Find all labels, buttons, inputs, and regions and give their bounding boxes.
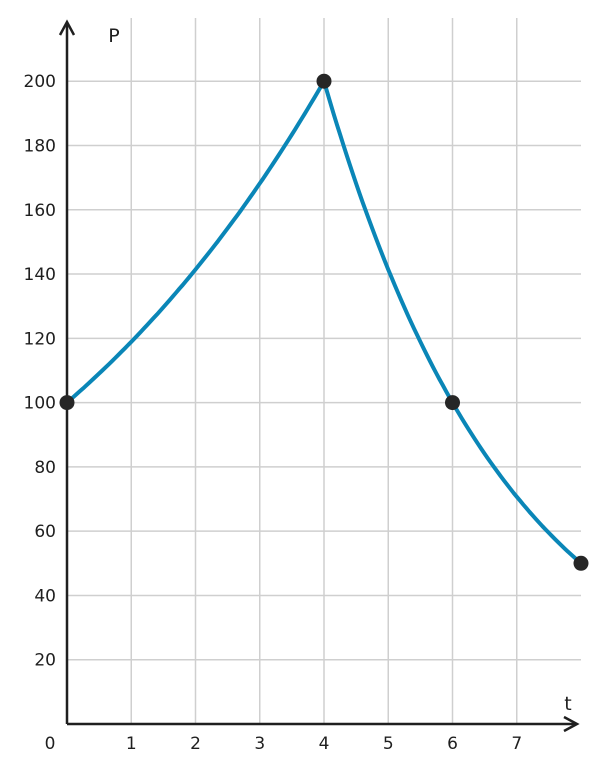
y-tick-label: 80 <box>34 458 56 478</box>
y-tick-label: 200 <box>24 72 56 92</box>
x-tick-label: 7 <box>511 734 522 754</box>
axes <box>58 19 580 733</box>
y-tick-label: 120 <box>24 329 56 349</box>
data-point <box>445 395 460 411</box>
origin-label: 0 <box>45 734 56 754</box>
x-tick-label: 1 <box>126 734 137 754</box>
tick-labels: 1 2 3 4 5 6 7 20 40 60 80 100 120 140 160 180 200 <box>24 72 523 754</box>
y-axis-label: P <box>108 25 119 47</box>
x-axis-label: t <box>564 693 571 715</box>
y-tick-label: 140 <box>24 265 56 285</box>
x-axis-arrow-icon <box>563 715 580 733</box>
y-tick-label: 60 <box>34 522 56 542</box>
highlighted-points <box>59 73 589 571</box>
data-point <box>316 73 332 89</box>
y-tick-label: 160 <box>24 201 56 221</box>
x-tick-label: 4 <box>319 734 330 754</box>
y-tick-label: 20 <box>34 651 56 671</box>
grid <box>67 18 581 724</box>
y-axis-arrow-icon <box>58 19 76 36</box>
x-tick-label: 3 <box>254 734 265 754</box>
y-tick-label: 100 <box>24 394 56 414</box>
x-tick-label: 2 <box>190 734 201 754</box>
x-tick-label: 6 <box>447 734 458 754</box>
data-point <box>59 395 75 411</box>
data-point <box>573 555 589 571</box>
y-tick-label: 40 <box>34 586 56 606</box>
y-tick-label: 180 <box>24 136 56 156</box>
x-tick-label: 5 <box>383 734 394 754</box>
